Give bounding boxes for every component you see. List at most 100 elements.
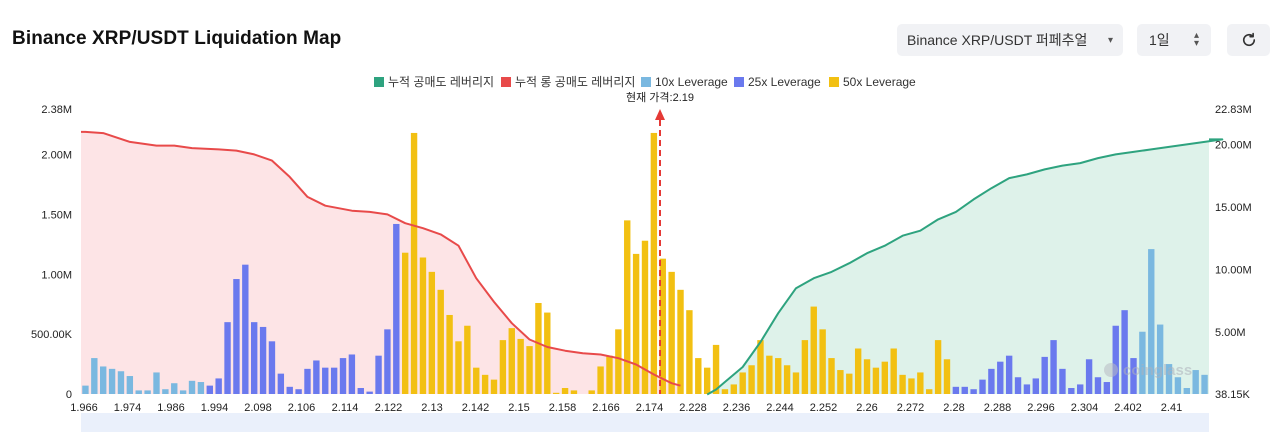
page-title: Binance XRP/USDT Liquidation Map [12, 28, 342, 49]
liquidation-bar [135, 390, 142, 394]
x-tick-label: 1.974 [114, 402, 142, 414]
x-tick-label: 2.304 [1071, 402, 1099, 414]
liquidation-bar [624, 220, 631, 394]
liquidation-bar [890, 348, 897, 394]
liquidation-bar [597, 366, 604, 394]
liquidation-bar [508, 328, 515, 394]
long-cumulative-line [81, 130, 681, 387]
liquidation-bar [1174, 377, 1182, 394]
liquidation-bar [490, 379, 498, 394]
liquidation-bar [1103, 382, 1111, 394]
liquidation-bar [82, 385, 89, 394]
liquidation-bar [1085, 359, 1093, 394]
liquidation-bar [375, 355, 382, 394]
legend-swatch [641, 77, 651, 87]
liquidation-bar [242, 264, 249, 394]
x-tick-label: 2.272 [897, 402, 925, 414]
y-right-tick-label: 22.83M [1215, 104, 1252, 116]
liquidation-bar [117, 371, 125, 394]
x-tick-label: 2.13 [421, 402, 442, 414]
liquidation-bar [1183, 388, 1190, 394]
x-tick-label: 1.994 [201, 402, 229, 414]
x-tick-label: 1.986 [157, 402, 185, 414]
liquidation-bar [748, 365, 755, 394]
current-price-arrow-icon [655, 109, 665, 120]
x-tick-label: 2.142 [462, 402, 490, 414]
liquidation-bar [1050, 340, 1057, 394]
liquidation-bar [419, 257, 427, 394]
liquidation-bar [464, 325, 471, 394]
zoom-slider-track[interactable] [81, 413, 1209, 432]
liquidation-bar [641, 240, 649, 394]
liquidation-bar [1112, 325, 1119, 394]
liquidation-bar [544, 312, 551, 394]
liquidation-bar [100, 366, 107, 394]
refresh-button[interactable] [1227, 24, 1270, 56]
liquidation-bar [917, 372, 924, 394]
liquidation-bar [446, 314, 453, 394]
x-tick-label: 2.114 [332, 402, 359, 414]
y-left-tick-label: 0 [66, 389, 72, 401]
liquidation-bar [171, 383, 178, 394]
liquidation-bar [828, 358, 835, 394]
liquidation-bar [348, 354, 356, 394]
liquidation-bar [801, 340, 809, 394]
x-tick-label: 2.26 [856, 402, 877, 414]
liquidation-bar [606, 355, 613, 394]
liquidation-bar [1121, 310, 1128, 394]
liquidation-bar [810, 306, 817, 394]
legend-label: 누적 롱 공매도 레버리지 [515, 75, 635, 89]
y-left-tick-label: 1.50M [41, 209, 72, 221]
liquidation-bar [588, 390, 595, 394]
exchange-select[interactable]: Binance XRP/USDT 퍼페추얼 ▾ [897, 24, 1123, 56]
legend-label: 10x Leverage [655, 75, 728, 89]
liquidation-bar [126, 376, 134, 394]
period-select[interactable]: 1일 ▴ ▾ [1137, 24, 1211, 56]
y-right-tick-label: 10.00M [1215, 264, 1252, 276]
liquidation-bar [535, 302, 542, 394]
x-tick-label: 1.966 [70, 402, 98, 414]
liquidation-bar [206, 385, 213, 394]
x-tick-label: 2.158 [549, 402, 577, 414]
liquidation-bar [1094, 377, 1102, 394]
liquidation-bar [730, 384, 738, 394]
x-tick-label: 2.228 [679, 402, 707, 414]
liquidation-bar [268, 341, 276, 394]
liquidation-bar [908, 378, 915, 394]
liquidation-bar [1156, 324, 1164, 394]
liquidation-bar [615, 329, 622, 394]
liquidation-bar [481, 374, 489, 394]
x-tick-label: 2.41 [1161, 402, 1182, 414]
liquidation-bar [322, 367, 329, 394]
x-tick-label: 2.106 [288, 402, 316, 414]
liquidation-bar [108, 368, 116, 394]
legend-swatch [829, 77, 839, 87]
liquidation-bar [473, 367, 480, 394]
liquidation-bar [1014, 377, 1022, 394]
liquidation-bar [970, 389, 977, 394]
liquidation-bar [1148, 249, 1155, 394]
liquidation-bar [570, 390, 578, 394]
liquidation-bar [526, 346, 533, 394]
liquidation-bar [1032, 378, 1039, 394]
liquidation-bar [1059, 368, 1066, 394]
y-right-tick-label: 15.00M [1215, 202, 1252, 214]
liquidation-bar [668, 271, 675, 394]
liquidation-bar [659, 258, 666, 394]
liquidation-bar [455, 341, 462, 394]
liquidation-bar [1165, 364, 1173, 394]
y-right-tick-label: 20.00M [1215, 139, 1252, 151]
liquidation-bar [934, 340, 942, 394]
liquidation-bar [783, 365, 791, 394]
current-price-label: 현재 가격:2.19 [626, 91, 694, 104]
x-tick-label: 2.166 [592, 402, 620, 414]
liquidation-bar [686, 310, 693, 394]
liquidation-bar [366, 391, 373, 394]
liquidation-bar [712, 344, 720, 394]
liquidation-bar [952, 386, 960, 394]
liquidation-bar [295, 389, 302, 394]
liquidation-bar [846, 373, 853, 394]
liquidation-bar [188, 380, 196, 394]
refresh-icon [1242, 32, 1255, 47]
dropdown-caret-icon: ▾ [1107, 34, 1113, 46]
